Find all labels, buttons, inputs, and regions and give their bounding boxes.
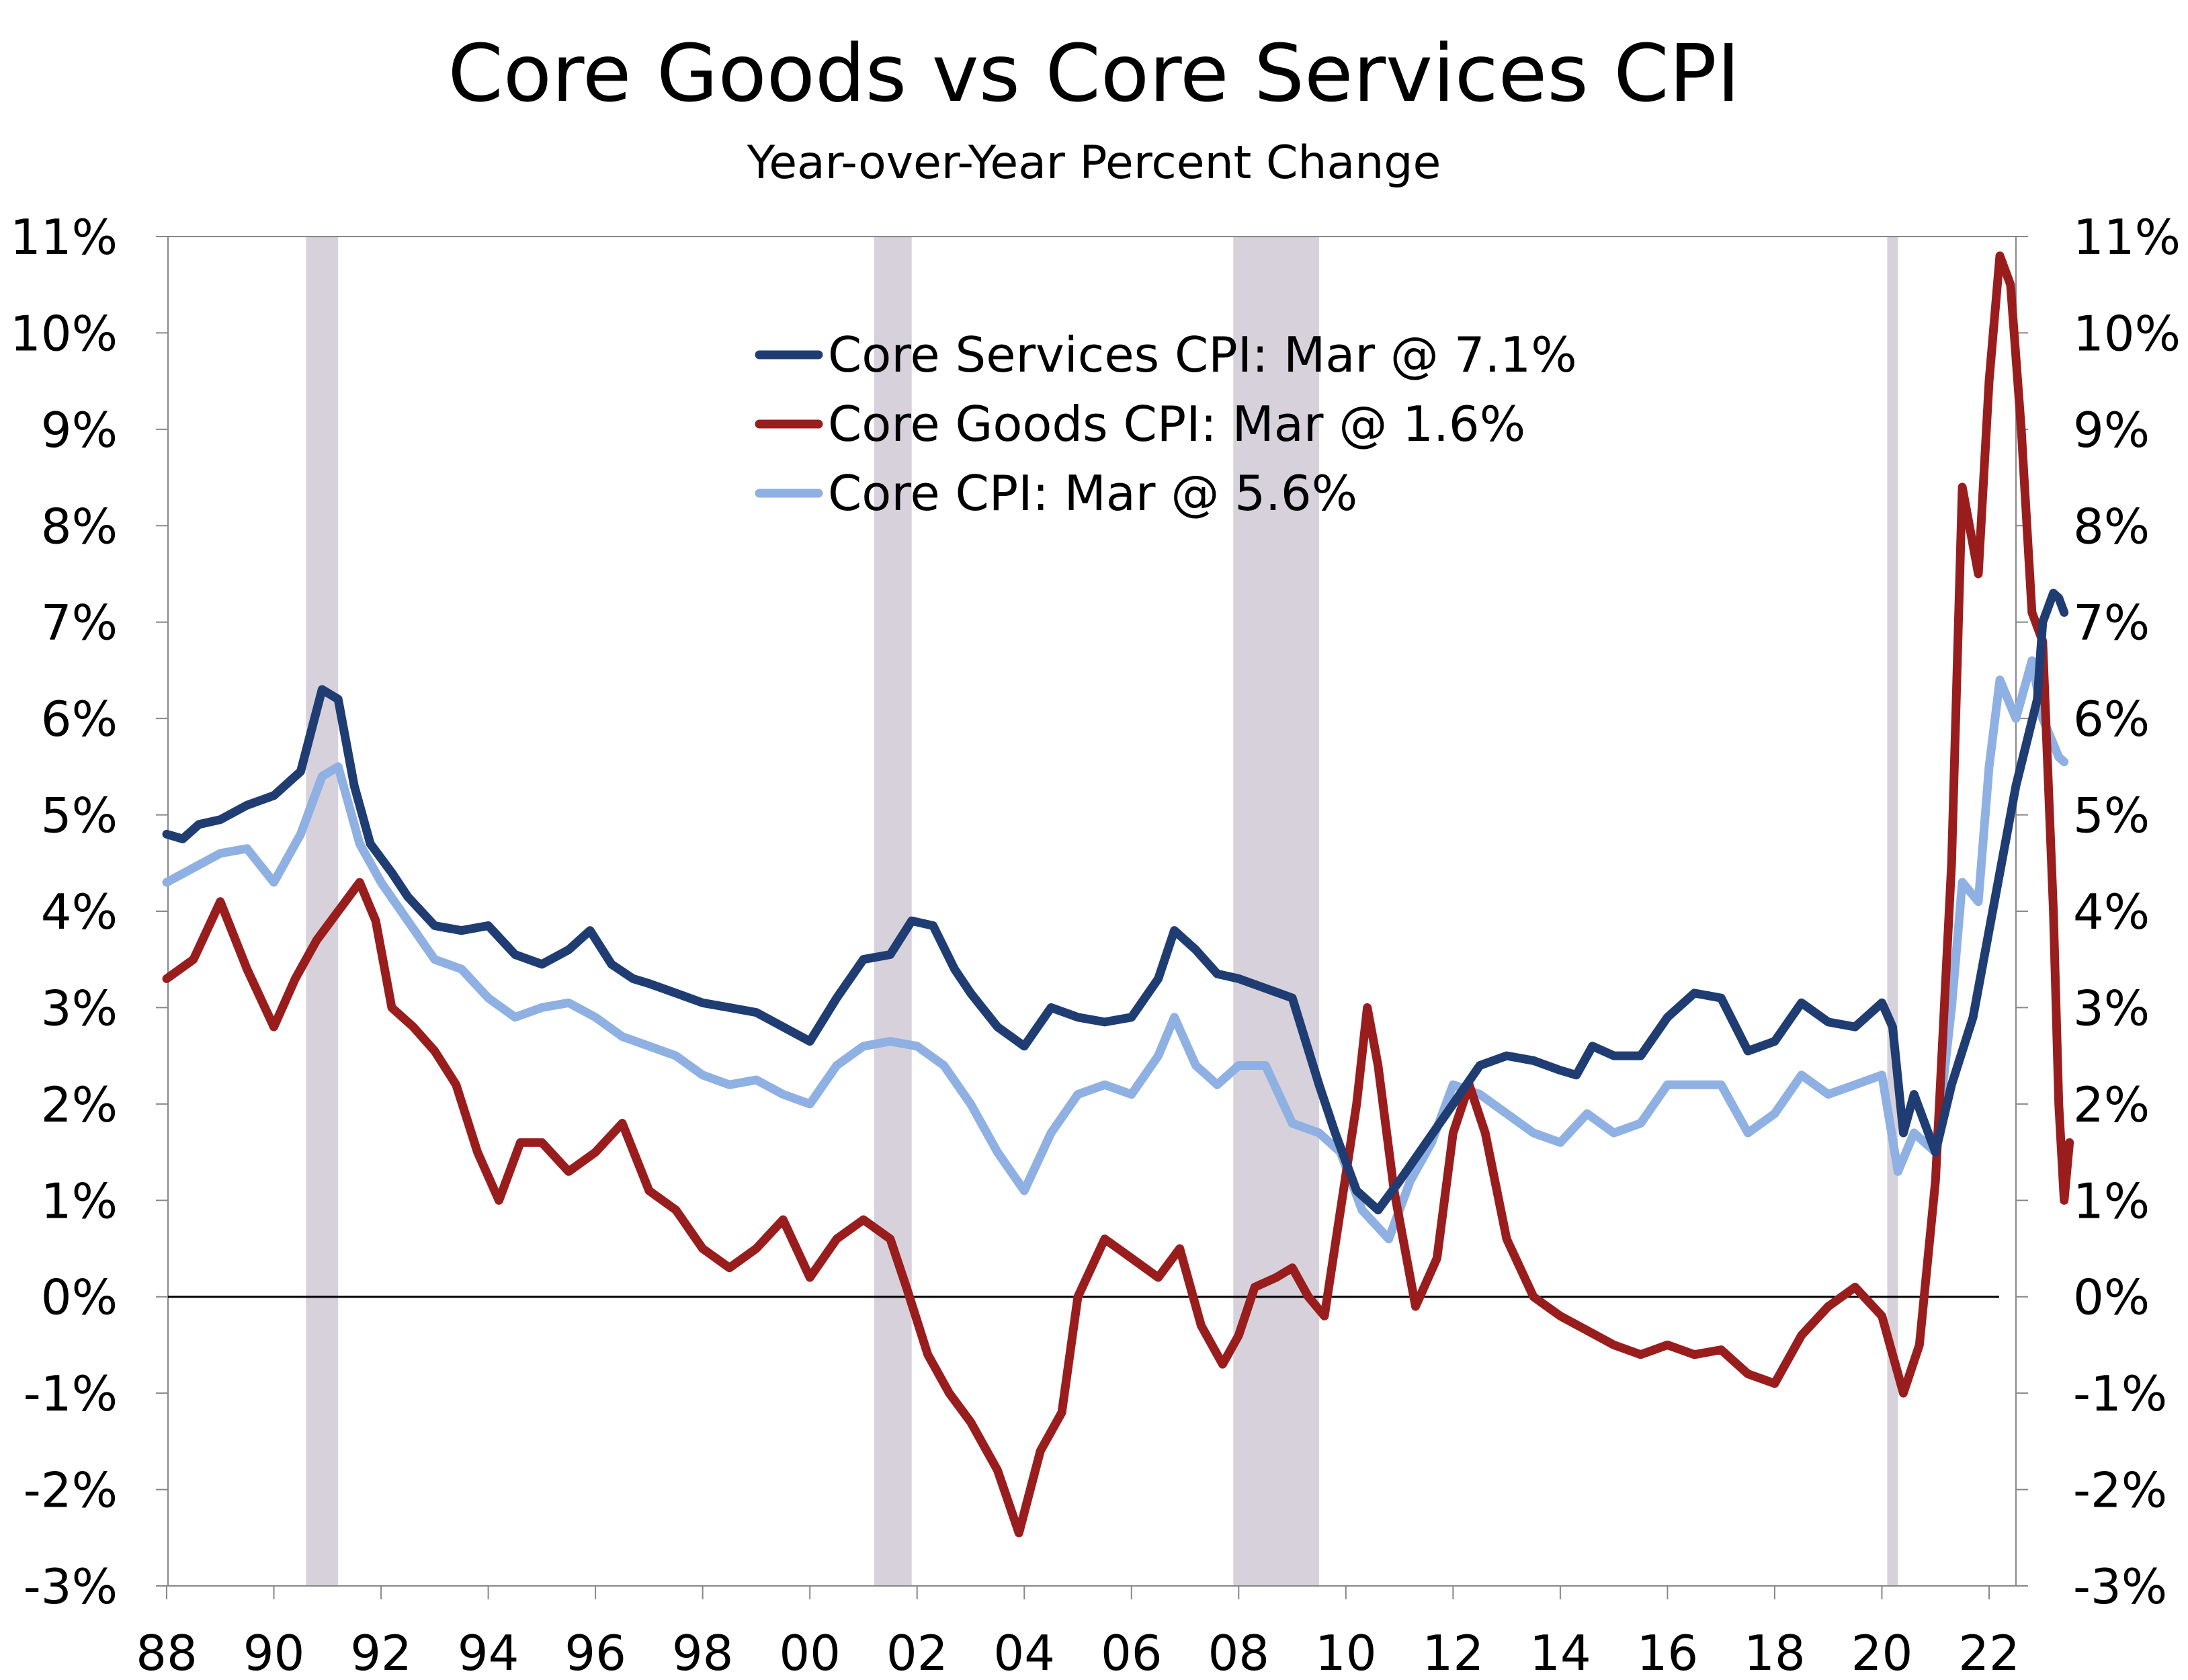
chart-title: Core Goods vs Core Services CPI [448,27,1740,120]
x-tick-label: 98 [672,1625,734,1680]
x-tick-label: 08 [1208,1625,1269,1680]
x-tick-label: 14 [1529,1625,1591,1680]
x-tick-label: 06 [1101,1625,1163,1680]
y-tick-label-left: 9% [41,402,118,458]
x-tick-label: 12 [1423,1625,1484,1680]
y-tick-label-right: 6% [2073,691,2150,747]
y-tick-label-left: -3% [24,1558,118,1615]
x-tick-label: 16 [1637,1625,1699,1680]
y-tick-label-left: 4% [41,884,118,940]
x-tick-label: 02 [886,1625,948,1680]
axis-ticks: -3% -3% -2% -2% -1% -1% 0% 0% 1% 1% 2% 2% 3% 3% 4% 4% 5%… [10,209,2181,1680]
series-line-0 [162,589,2069,1215]
x-tick-label: 20 [1851,1625,1913,1680]
y-tick-label-right: 8% [2073,498,2150,554]
x-tick-label: 10 [1315,1625,1377,1680]
chart-subtitle: Year-over-Year Percent Change [747,136,1441,190]
series-line-1 [162,251,2074,1538]
y-tick-label-right: -2% [2073,1462,2167,1519]
y-tick-label-left: 2% [41,1077,118,1133]
x-tick-label: 18 [1744,1625,1806,1680]
legend-label: Core Services CPI: Mar @ 7.1% [828,327,1577,383]
x-tick-label: 04 [993,1625,1055,1680]
x-tick-label: 00 [779,1625,841,1680]
y-tick-label-right: 0% [2073,1269,2150,1326]
x-tick-label: 94 [458,1625,519,1680]
recession-band [1887,237,1898,1586]
y-tick-label-left: 1% [41,1173,118,1229]
legend-label: Core Goods CPI: Mar @ 1.6% [828,396,1525,452]
y-tick-label-right: 3% [2073,980,2150,1036]
y-tick-label-left: 3% [41,980,118,1036]
y-tick-label-left: -1% [24,1366,118,1422]
recession-band [1233,237,1319,1586]
x-tick-label: 96 [564,1625,626,1680]
series-line-2 [162,656,2069,1244]
legend-label: Core CPI: Mar @ 5.6% [828,465,1357,521]
x-tick-label: 22 [1958,1625,2020,1680]
x-tick-label: 90 [243,1625,305,1680]
y-tick-label-right: 7% [2073,595,2150,651]
y-tick-label-left: 10% [10,305,118,362]
y-tick-label-right: 5% [2073,788,2150,844]
x-tick-label: 88 [136,1625,198,1680]
y-tick-label-left: -2% [24,1462,118,1519]
y-tick-label-left: 7% [41,595,118,651]
x-tick-label: 92 [350,1625,412,1680]
y-tick-label-right: 10% [2073,305,2181,362]
y-tick-label-right: 1% [2073,1173,2150,1229]
y-tick-label-left: 0% [41,1269,118,1326]
y-tick-label-right: -3% [2073,1558,2167,1615]
y-tick-label-right: 2% [2073,1077,2150,1133]
legend: Core Services CPI: Mar @ 7.1% Core Goods … [755,327,1577,521]
y-tick-label-left: 8% [41,498,118,554]
series-lines [162,251,2074,1538]
y-tick-label-left: 11% [10,209,118,265]
y-tick-label-right: 11% [2073,209,2181,265]
y-tick-label-right: -1% [2073,1366,2167,1422]
recession-band [874,237,912,1586]
y-tick-label-right: 4% [2073,884,2150,940]
y-tick-label-right: 9% [2073,402,2150,458]
recession-shading [306,237,1898,1586]
y-tick-label-left: 5% [41,788,118,844]
y-tick-label-left: 6% [41,691,118,747]
